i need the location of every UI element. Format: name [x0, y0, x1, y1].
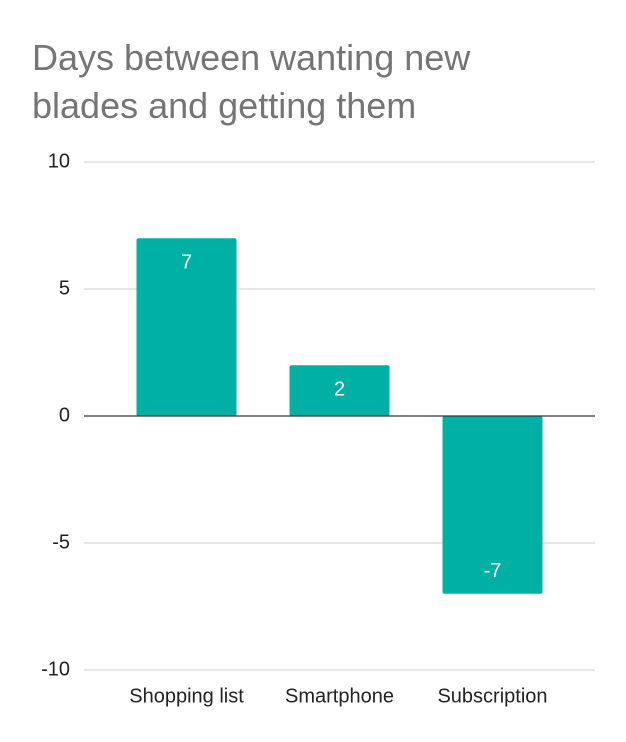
value-label: -7 [484, 560, 502, 582]
chart-title: Days between wanting new blades and gett… [32, 37, 471, 126]
x-tick-label: Subscription [437, 685, 547, 707]
x-tick-label: Smartphone [285, 685, 394, 707]
bar [442, 416, 543, 594]
y-tick-label: 10 [48, 150, 70, 172]
y-tick-label: -5 [52, 531, 70, 553]
value-label: 7 [181, 251, 192, 273]
x-tick-label: Shopping list [129, 685, 244, 707]
y-tick-label: 0 [59, 404, 70, 426]
y-tick-label: 5 [59, 277, 70, 299]
bar [136, 238, 237, 416]
y-tick-label: -10 [41, 658, 70, 680]
value-label: 2 [334, 378, 345, 400]
bar [289, 365, 390, 416]
